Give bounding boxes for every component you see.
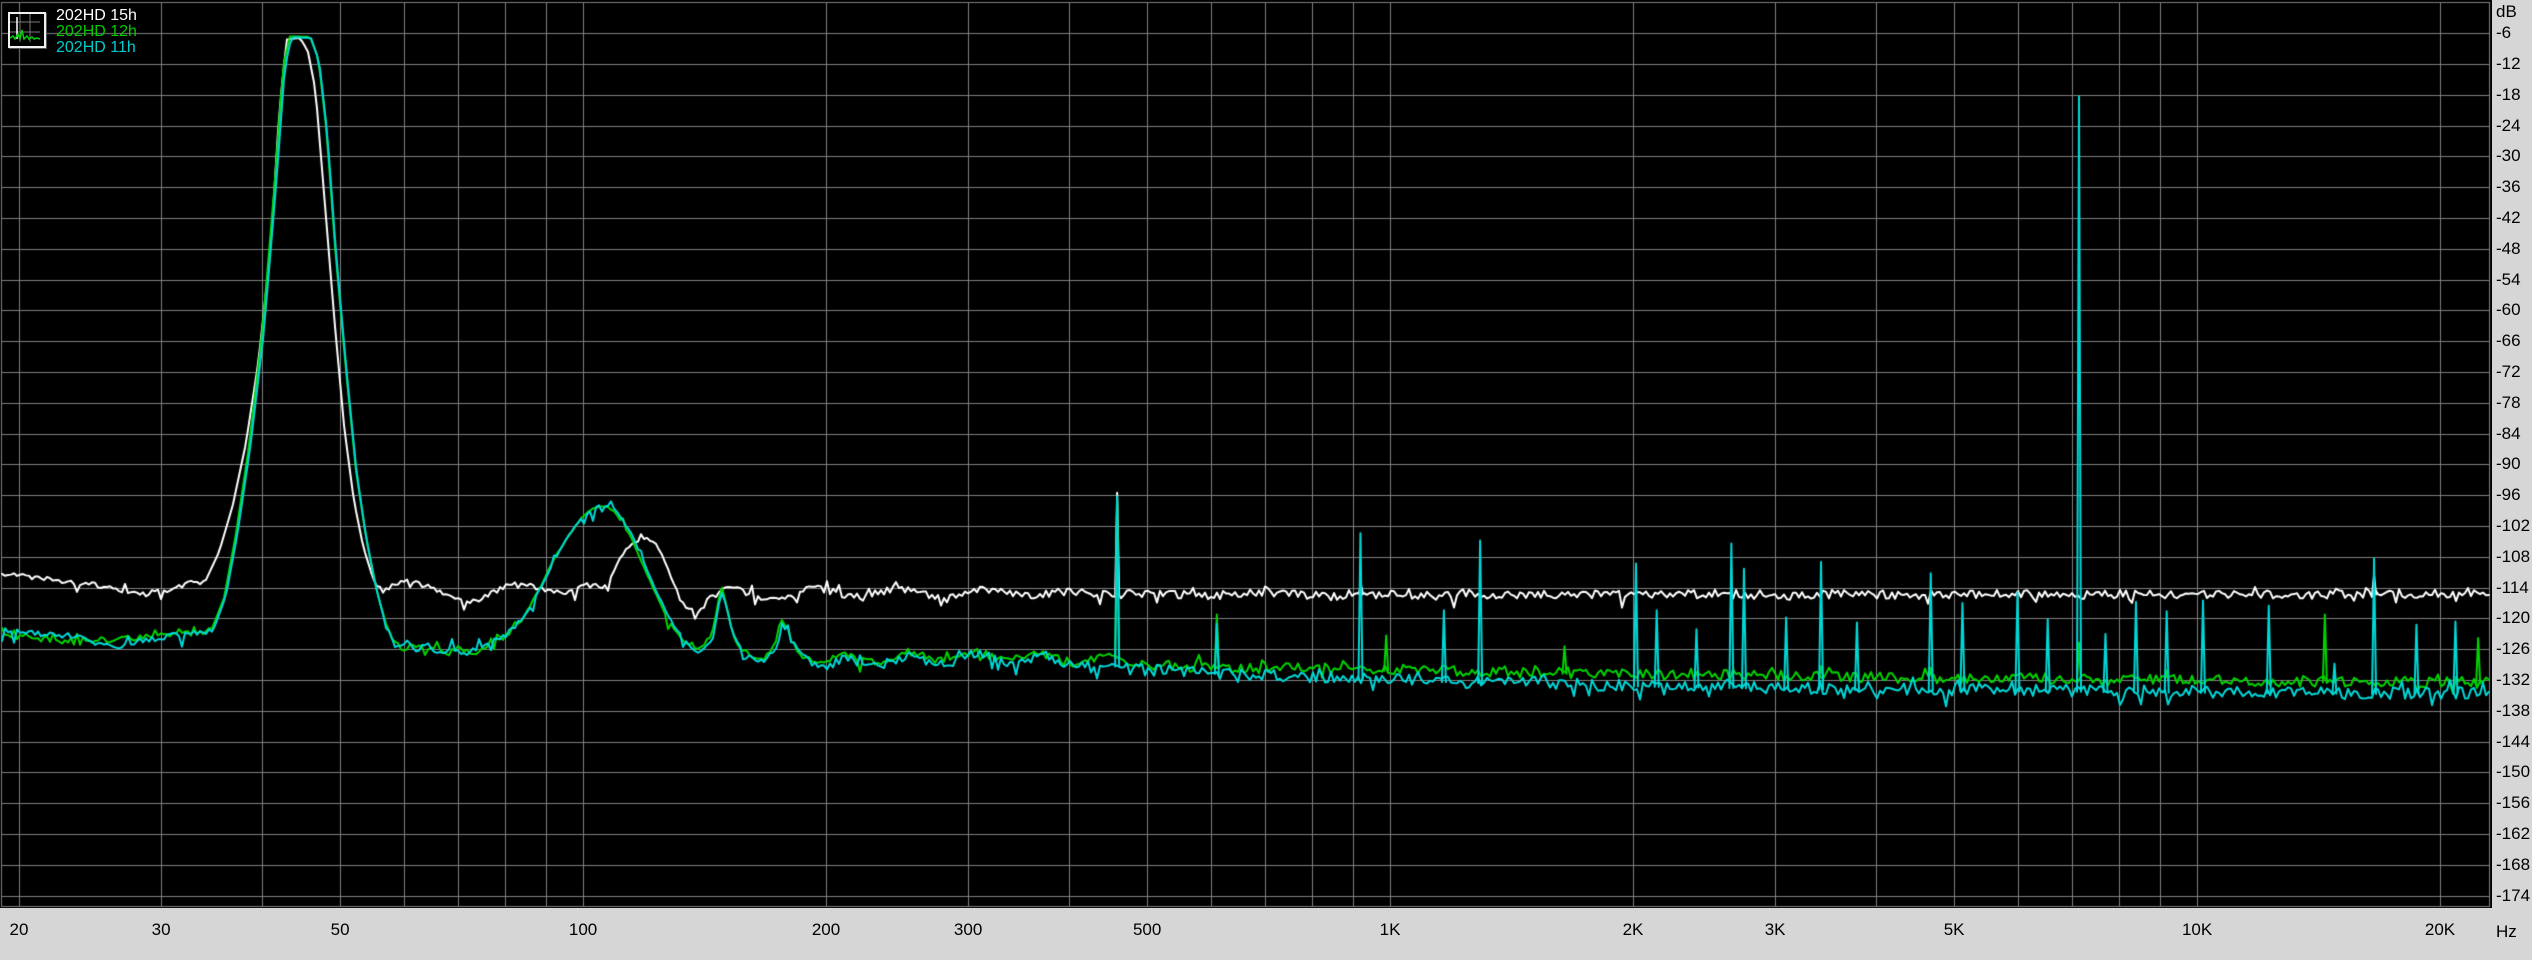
x-tick-label: 200: [811, 920, 841, 939]
y-tick-label: -6: [2496, 23, 2512, 42]
y-tick-label: -84: [2496, 424, 2521, 443]
legend-item[interactable]: 202HD 15h: [56, 7, 137, 24]
legend: 202HD 15h 202HD 12h 202HD 11h: [8, 8, 137, 56]
y-tick-label: -30: [2496, 146, 2521, 165]
y-axis-strip: dB -6 -12 -18 -24 -30 -36 -42 -48 -54 -60 -66 -72 -78…: [2492, 0, 2532, 960]
y-tick-label: -144: [2496, 732, 2531, 751]
spectrum-thumbnail-icon[interactable]: [8, 12, 46, 48]
y-axis-unit-label: dB: [2496, 2, 2517, 21]
y-tick-label: -108: [2496, 547, 2531, 566]
x-tick-label: 300: [953, 920, 983, 939]
y-tick-label: -66: [2496, 331, 2521, 350]
x-tick-label: 3K: [1764, 920, 1786, 939]
x-tick-label: 50: [330, 920, 350, 939]
y-tick-label: -12: [2496, 54, 2521, 73]
y-tick-label: -114: [2496, 578, 2529, 597]
y-tick-label: -126: [2496, 639, 2531, 658]
x-tick-label: 2K: [1622, 920, 1644, 939]
x-tick-label: 10K: [2181, 920, 2213, 939]
y-tick-label: -18: [2496, 85, 2521, 104]
x-tick-label: 20: [9, 920, 29, 939]
y-tick-label: -72: [2496, 362, 2521, 381]
x-tick-label: 5K: [1943, 920, 1965, 939]
y-tick-label: -42: [2496, 208, 2521, 227]
y-tick-label: -168: [2496, 855, 2531, 874]
y-tick-label: -102: [2496, 516, 2531, 535]
legend-item[interactable]: 202HD 11h: [56, 39, 136, 56]
y-tick-label: -162: [2496, 824, 2531, 843]
x-tick-label: 100: [568, 920, 598, 939]
x-tick-label: 20K: [2424, 920, 2456, 939]
y-tick-label: -120: [2496, 608, 2531, 627]
y-tick-label: -48: [2496, 239, 2521, 258]
legend-item[interactable]: 202HD 12h: [56, 23, 137, 40]
y-tick-label: -150: [2496, 762, 2531, 781]
y-tick-label: -78: [2496, 393, 2521, 412]
x-tick-label: 30: [151, 920, 171, 939]
x-axis-unit-label: Hz: [2496, 922, 2517, 941]
x-tick-label: 1K: [1379, 920, 1401, 939]
y-tick-label: -174: [2496, 886, 2531, 905]
spectrum-plot-canvas[interactable]: [0, 0, 2492, 908]
x-axis-strip: 20 30 50 100 200 300 500 1K 2K 3K 5K 10K 20K: [0, 908, 2492, 960]
y-tick-label: -138: [2496, 701, 2531, 720]
legend-items: 202HD 15h 202HD 12h 202HD 11h: [56, 8, 137, 56]
y-tick-label: -132: [2496, 670, 2531, 689]
y-tick-label: -24: [2496, 116, 2521, 135]
y-tick-label: -90: [2496, 454, 2521, 473]
y-tick-label: -96: [2496, 485, 2521, 504]
y-tick-label: -60: [2496, 300, 2521, 319]
y-tick-label: -156: [2496, 793, 2531, 812]
x-tick-label: 500: [1132, 920, 1162, 939]
y-tick-label: -54: [2496, 270, 2521, 289]
y-tick-label: -36: [2496, 177, 2521, 196]
